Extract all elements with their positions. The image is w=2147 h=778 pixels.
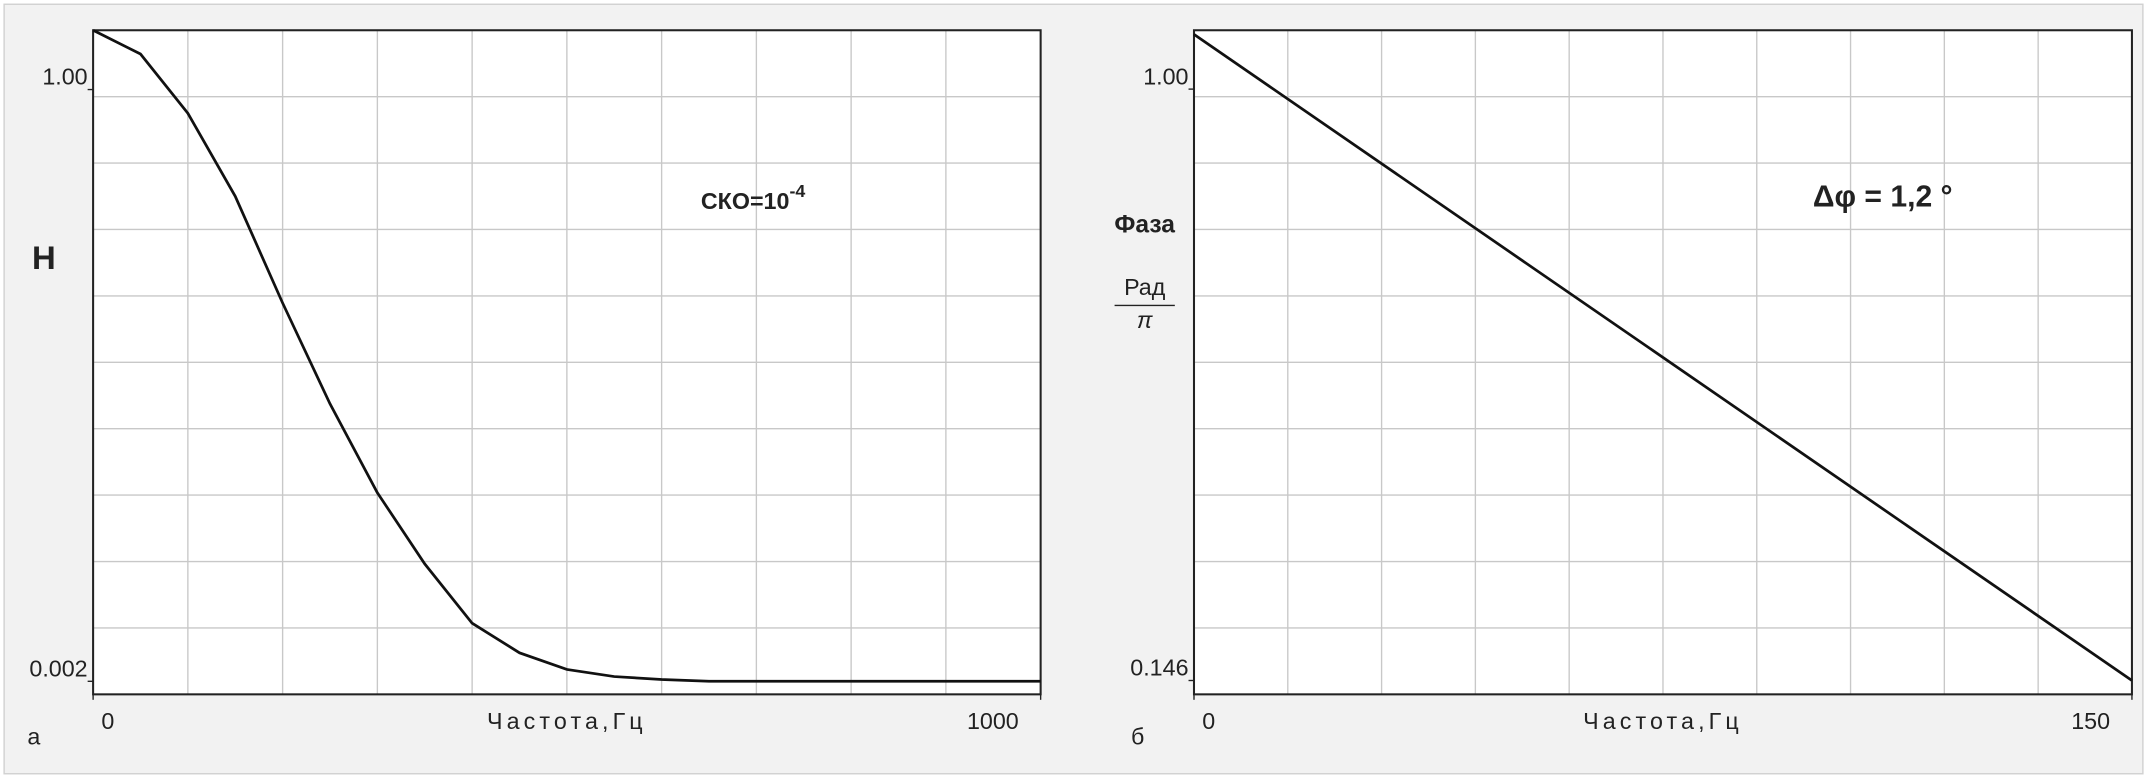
annotation: Δφ = 1,2 °: [1813, 181, 1953, 214]
annotation-text: Δφ = 1,2 °: [1813, 181, 1953, 214]
x-tick-label: 150: [2071, 708, 2110, 734]
data-line: [92, 29, 1041, 683]
x-axis-label: Частота,Гц: [1583, 708, 1743, 734]
x-tick-label: 1000: [967, 708, 1019, 734]
data-line: [1193, 33, 2133, 682]
y-tick-label: 0.146: [1130, 655, 1188, 681]
x-tick-label: 0: [1202, 708, 1215, 734]
annotation-superscript: -4: [789, 181, 805, 201]
annotation: СКО=10-4: [701, 181, 806, 214]
x-tick-label: 0: [101, 708, 114, 734]
y-unit-numerator: Рад: [1124, 274, 1166, 300]
plot-border: [92, 29, 1042, 696]
y-unit-denominator: π: [1137, 307, 1153, 333]
y-tick-label: 0.002: [29, 655, 87, 681]
panel-label: а: [27, 723, 40, 749]
y-tick-label: 1.00: [1143, 63, 1188, 89]
annotation-text: СКО=10: [701, 188, 790, 214]
plot-border: [1192, 29, 2133, 696]
panel-label: б: [1131, 723, 1144, 749]
x-axis-label: Частота,Гц: [487, 708, 647, 734]
y-tick-label: 1.00: [42, 64, 87, 90]
y-axis-label: Фаза: [1114, 212, 1175, 239]
y-axis-label: H: [32, 239, 56, 276]
